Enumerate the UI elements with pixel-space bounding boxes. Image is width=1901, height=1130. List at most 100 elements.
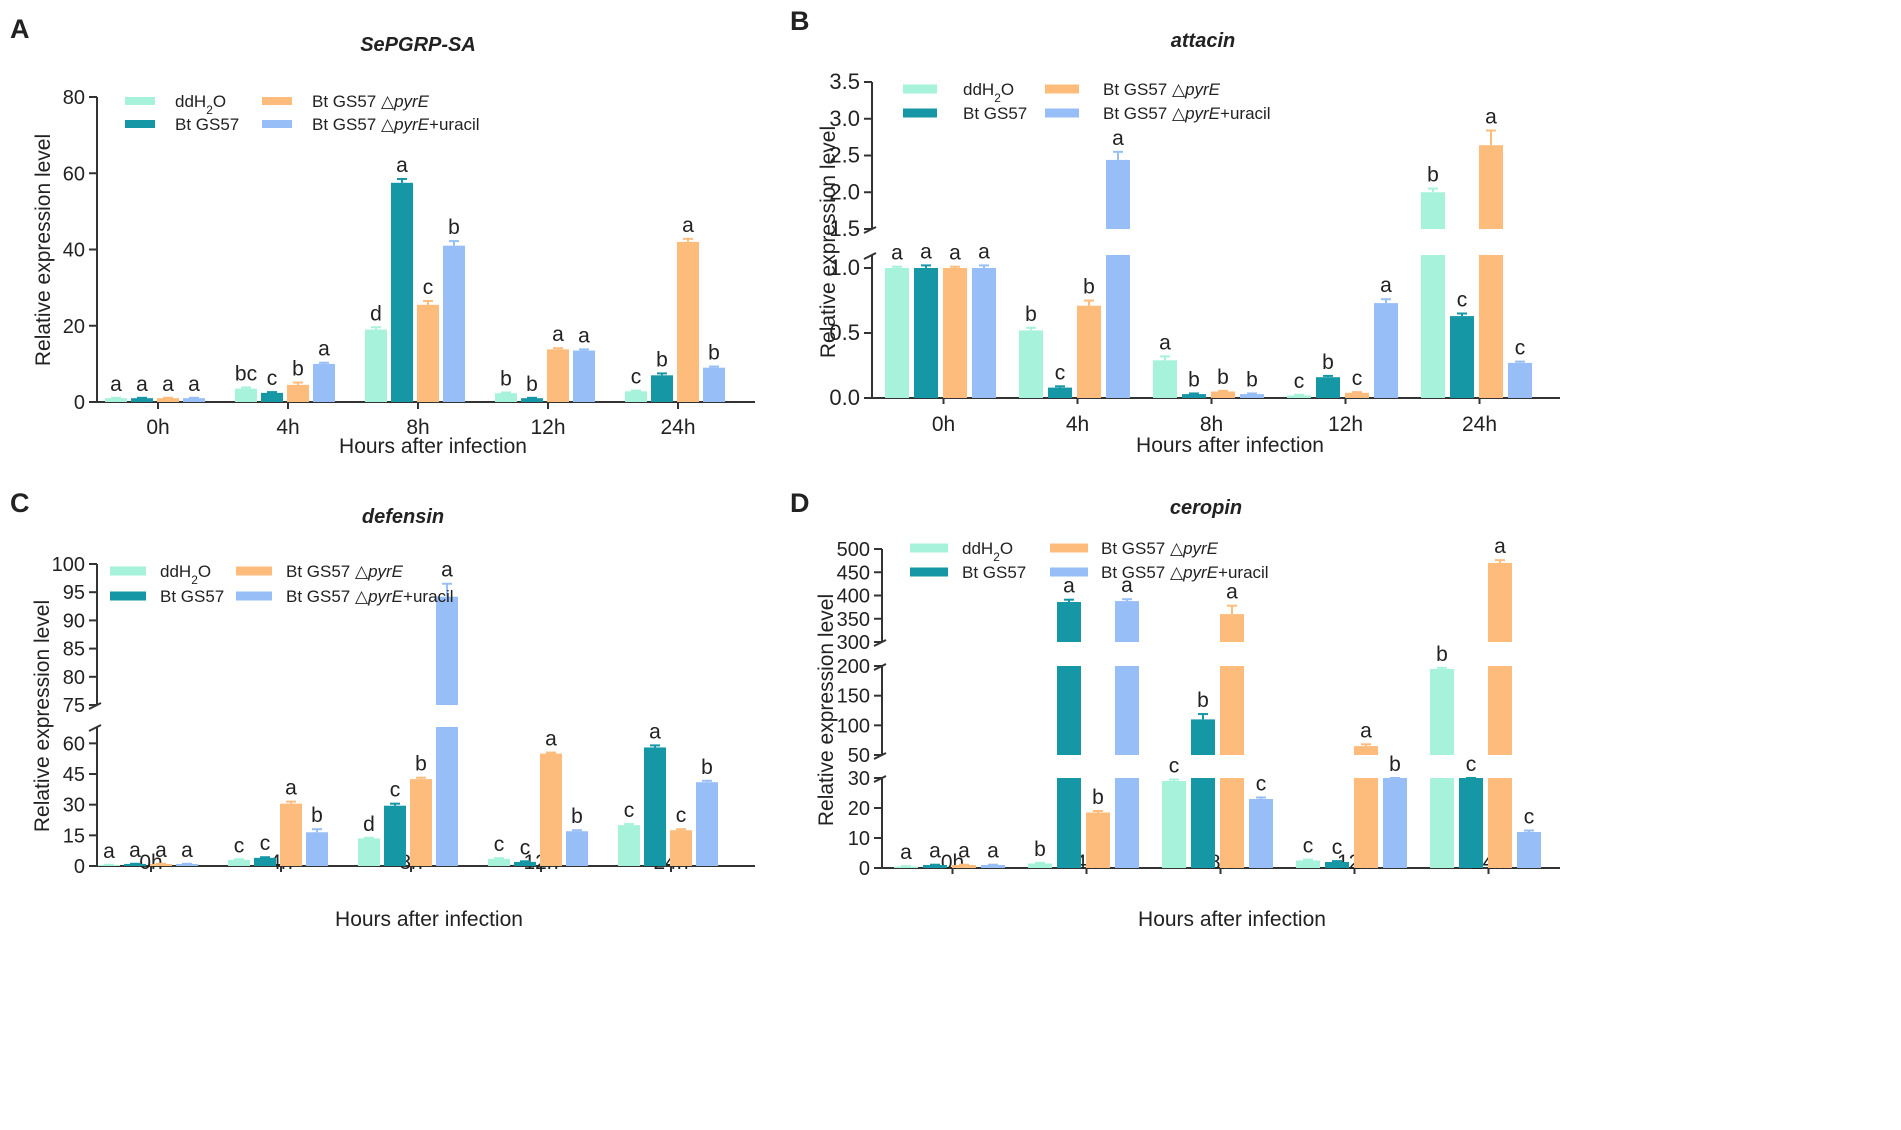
bar <box>670 830 692 866</box>
y-tick-label: 450 <box>837 562 870 584</box>
legend-swatch <box>910 567 948 577</box>
x-tick-label: 0h <box>146 416 169 439</box>
panel-a: A SePGRP-SA 0 20 40 60 80 Relative expression l… <box>10 14 755 458</box>
x-axis-label: Hours after infection <box>1138 908 1326 931</box>
y-tick-label: 0 <box>859 858 870 880</box>
significance-letter: c <box>676 804 687 827</box>
bar <box>1220 778 1244 868</box>
bar <box>287 384 309 402</box>
bar <box>703 367 725 402</box>
bar <box>1086 812 1110 868</box>
x-tick-label: 4h <box>1066 413 1089 436</box>
significance-letter: b <box>1436 643 1448 666</box>
y-tick-label: 2.0 <box>829 179 860 204</box>
bar <box>521 398 543 402</box>
significance-letter: a <box>188 373 200 396</box>
x-tick-label: 4h <box>276 416 299 439</box>
y-tick-label: 60 <box>63 733 85 755</box>
y-tick-label: 40 <box>63 240 85 262</box>
bar <box>644 747 666 866</box>
significance-letter: c <box>1294 370 1305 393</box>
bar <box>1057 602 1081 642</box>
significance-letter: c <box>1524 806 1535 829</box>
bar <box>1182 394 1206 398</box>
bar <box>1488 666 1512 755</box>
legend-swatch <box>236 566 272 576</box>
y-tick-label: 95 <box>63 582 85 604</box>
y-tick-label: 0.0 <box>829 385 860 410</box>
legend-label: Bt GS57 △pyrE+uracil <box>1101 563 1269 582</box>
bar <box>1077 305 1101 398</box>
bar <box>1115 778 1139 868</box>
significance-letter: a <box>110 373 122 396</box>
bar <box>1057 778 1081 868</box>
bar <box>157 398 179 402</box>
bar <box>1287 395 1311 398</box>
bar <box>1153 360 1177 398</box>
y-tick-label: 45 <box>63 764 85 786</box>
bar <box>1517 832 1541 868</box>
bar <box>365 329 387 402</box>
significance-letter: b <box>656 348 668 371</box>
significance-letter: b <box>1188 368 1200 391</box>
x-tick-label: 8h <box>1200 413 1223 436</box>
significance-letter: a <box>162 373 174 396</box>
x-tick-label: 0h <box>941 851 964 874</box>
legend-label: Bt GS57 △pyrE <box>312 92 430 111</box>
significance-letter: a <box>900 841 912 864</box>
significance-letter: a <box>920 240 932 263</box>
significance-letter: a <box>155 839 167 862</box>
significance-letter: a <box>1226 581 1238 604</box>
significance-letter: a <box>958 840 970 863</box>
significance-letter: a <box>129 839 141 862</box>
y-tick-label: 350 <box>837 609 870 631</box>
bar <box>228 859 250 866</box>
bar <box>1240 394 1264 398</box>
legend-label: ddH2O <box>963 80 1014 105</box>
significance-letter: c <box>1055 361 1066 384</box>
legend-swatch <box>1045 84 1079 94</box>
legend-label: Bt GS57 <box>160 587 224 606</box>
bar <box>358 838 380 866</box>
y-tick-label: 75 <box>63 695 85 717</box>
bar <box>540 753 562 866</box>
bar <box>952 865 976 868</box>
y-tick-label: 300 <box>837 632 870 654</box>
bar <box>1383 778 1407 868</box>
y-axis-label: Relative expression level <box>817 126 840 358</box>
significance-letter: a <box>441 559 453 582</box>
x-tick-label: 0h <box>139 851 162 874</box>
significance-letter: c <box>1332 836 1343 859</box>
bar <box>1028 863 1052 868</box>
bar <box>1508 362 1532 398</box>
legend-label: ddH2O <box>160 562 211 587</box>
legend-swatch <box>910 543 948 553</box>
x-axis-label: Hours after infection <box>1136 434 1324 457</box>
significance-letter: a <box>1494 535 1506 558</box>
y-tick-label: 150 <box>837 686 870 708</box>
significance-letter: a <box>318 338 330 361</box>
bar <box>1162 781 1186 868</box>
x-tick-label: 24h <box>1462 413 1497 436</box>
significance-letter: a <box>682 214 694 237</box>
y-tick-label: 0 <box>74 856 85 878</box>
legend-label: Bt GS57 <box>962 563 1026 582</box>
significance-letter: a <box>285 777 297 800</box>
y-tick-label: 20 <box>63 316 85 338</box>
legend-swatch <box>1050 567 1088 577</box>
significance-letter: c <box>1256 773 1267 796</box>
significance-letter: c <box>520 836 531 859</box>
bar <box>1057 666 1081 755</box>
bar <box>313 363 335 402</box>
bar <box>651 375 673 402</box>
significance-letter: b <box>292 358 304 381</box>
significance-letter: a <box>1063 575 1075 598</box>
legend-label: Bt GS57 △pyrE+uracil <box>1103 104 1271 123</box>
significance-letter: a <box>136 373 148 396</box>
y-tick-label: 2.5 <box>829 143 860 168</box>
bar <box>280 803 302 866</box>
bar <box>1220 666 1244 755</box>
panel-letter: A <box>10 14 30 44</box>
